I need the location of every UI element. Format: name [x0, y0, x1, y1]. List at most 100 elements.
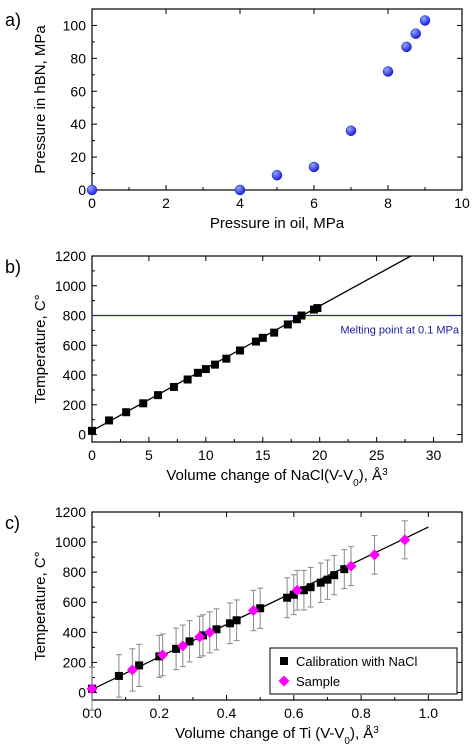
- x-axis-label: Pressure in oil, MPa: [210, 215, 345, 232]
- x-tick-label: 10: [454, 195, 470, 211]
- data-point: [222, 354, 231, 363]
- legend-label-calibration: Calibration with NaCl: [296, 654, 417, 669]
- y-tick-label: 80: [70, 50, 86, 66]
- calibration-point: [289, 590, 298, 599]
- data-point: [271, 169, 283, 181]
- y-tick-label: 60: [70, 83, 86, 99]
- calibration-point: [256, 604, 265, 613]
- x-tick-label: 0.8: [351, 705, 371, 721]
- y-tick-label: 200: [63, 397, 87, 413]
- y-tick-label: 40: [70, 116, 86, 132]
- calibration-point: [299, 586, 308, 595]
- y-tick-label: 800: [63, 308, 87, 324]
- y-tick-label: 0: [78, 684, 86, 700]
- y-tick-label: 1200: [55, 504, 86, 520]
- y-tick-label: 1200: [55, 248, 86, 264]
- plot-frame: [91, 511, 463, 701]
- y-tick-label: 400: [63, 367, 87, 383]
- panel-label: c): [5, 513, 20, 533]
- y-tick-label: 100: [63, 17, 87, 33]
- data-point: [251, 337, 260, 346]
- x-tick-label: 5: [145, 447, 153, 463]
- calibration-point: [306, 583, 315, 592]
- plot-frame: [91, 8, 463, 191]
- x-axis-label-main: Pressure in oil, MPa: [210, 215, 345, 232]
- panel-c: c) 0.0 0.2 0.4 0.6 0.8 1.0 0 200 400 600 800 1000 120…: [5, 504, 463, 747]
- x-tick-label: 0.2: [150, 705, 170, 721]
- y-tick-label: 0: [78, 427, 86, 443]
- sample-point: [157, 649, 169, 661]
- y-axis-label: Temperature, C°: [32, 551, 49, 660]
- data-point: [258, 333, 267, 342]
- calibration-point: [135, 661, 144, 670]
- x-axis-label-sub: 0: [353, 478, 359, 489]
- data-point: [86, 184, 98, 196]
- calibration-point: [323, 575, 332, 584]
- y-tick-label: 1000: [55, 278, 86, 294]
- data-point: [236, 346, 244, 355]
- x-axis-label-sup: 3: [382, 467, 388, 478]
- data-point: [105, 416, 114, 425]
- calibration-point: [225, 619, 234, 628]
- x-axis-label-main: Volume change of Ti (V-V: [175, 725, 344, 742]
- y-tick-label: 200: [63, 654, 87, 670]
- calibration-point: [212, 625, 221, 634]
- x-tick-label: 25: [369, 447, 385, 463]
- data-point: [419, 15, 431, 26]
- x-tick-label: 0.6: [284, 705, 304, 721]
- calibration-point: [185, 637, 194, 646]
- melting-point-annotation: Melting point at 0.1 MPa: [340, 325, 460, 337]
- x-tick-label: 1.0: [419, 705, 439, 721]
- x-tick-label: 20: [312, 447, 328, 463]
- x-axis-label-unit: ), Å: [350, 725, 373, 742]
- y-tick-label: 600: [63, 594, 87, 610]
- data-point: [201, 365, 210, 374]
- x-tick-label: 0: [88, 195, 96, 211]
- y-axis-label: Pressure in hBN, MPa: [32, 25, 49, 174]
- data-point: [183, 375, 192, 384]
- calibration-point: [232, 616, 241, 625]
- y-tick-label: 0: [78, 182, 86, 198]
- legend-marker-sample: [278, 675, 290, 687]
- data-point: [410, 28, 421, 39]
- sample-point: [194, 631, 206, 643]
- x-tick-label: 0.4: [217, 705, 237, 721]
- data-point: [270, 328, 279, 337]
- data-point: [308, 161, 320, 173]
- sample-point: [369, 549, 381, 561]
- data-point: [401, 41, 412, 53]
- legend-box: [269, 647, 458, 695]
- x-tick-label: 0.0: [82, 705, 102, 721]
- panel-b: b)0 5 10 15 20 25 30020040060080010001200Volum…: [5, 248, 463, 489]
- x-tick-label: 30: [426, 447, 442, 463]
- sample-point: [399, 534, 411, 546]
- data-point: [88, 426, 96, 435]
- sample-point: [291, 584, 303, 596]
- data-point: [382, 66, 394, 77]
- plot-frame: [91, 255, 463, 443]
- x-axis-label: Volume change of Ti (V-V0), Å3: [175, 725, 379, 747]
- calibration-point: [283, 593, 292, 602]
- data-point: [345, 125, 357, 137]
- y-tick-label: 1000: [55, 534, 86, 550]
- x-tick-label: 4: [236, 195, 244, 211]
- data-point: [283, 320, 292, 329]
- y-tick-label: 20: [70, 149, 86, 165]
- x-tick-label: 0: [88, 447, 96, 463]
- y-tick-label: 400: [63, 624, 87, 640]
- sample-point: [204, 626, 216, 638]
- panel-label: b): [5, 257, 21, 277]
- x-axis-label-sup: 3: [373, 725, 379, 736]
- sample-point: [247, 605, 259, 617]
- data-point: [169, 382, 178, 391]
- data-point: [292, 315, 301, 324]
- legend-label-sample: Sample: [296, 674, 340, 689]
- data-point: [210, 360, 219, 369]
- data-point: [234, 184, 246, 196]
- x-tick-label: 2: [162, 195, 170, 211]
- y-axis-label: Temperature, C°: [32, 294, 49, 403]
- sample-point: [86, 683, 98, 695]
- x-axis-label-main: Volume change of NaCl(V-V: [166, 467, 353, 484]
